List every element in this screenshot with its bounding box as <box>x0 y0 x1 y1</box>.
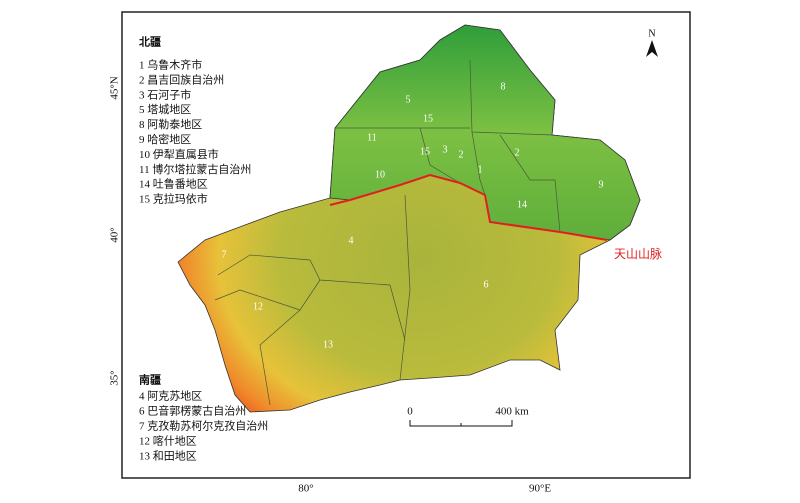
region-label: 15 <box>423 113 433 124</box>
north-arrow <box>646 40 658 57</box>
region-label: 15 <box>420 146 430 157</box>
legend-item: 11 博尔塔拉蒙古自治州 <box>139 162 251 176</box>
legend-item: 9 哈密地区 <box>139 132 191 146</box>
lat-label: 40° <box>109 227 121 242</box>
scale-label: 400 km <box>495 406 529 418</box>
legend-item: 12 喀什地区 <box>139 435 197 448</box>
legend-item: 8 阿勒泰地区 <box>139 117 202 131</box>
legend-item: 1 乌鲁木齐市 <box>139 58 202 72</box>
region-label: 13 <box>323 339 333 350</box>
region-label: 10 <box>375 169 385 180</box>
legend-item: 6 巴音郭楞蒙古自治州 <box>139 404 246 418</box>
north-label: N <box>648 28 655 39</box>
legend-item: 4 阿克苏地区 <box>139 390 202 403</box>
scale-bar <box>409 420 513 427</box>
tianshan-line <box>329 173 608 241</box>
region-label: 2 <box>459 149 464 160</box>
legend-title: 南疆 <box>139 373 161 387</box>
lon-label: 80° <box>298 483 313 495</box>
region-label: 8 <box>501 81 506 92</box>
legend-item: 15 克拉玛依市 <box>139 192 208 206</box>
region-label: 7 <box>222 249 227 260</box>
lon-label: 90°E <box>529 483 551 495</box>
scale-label: 0 <box>407 406 413 418</box>
lat-label: 35° <box>109 370 121 385</box>
region-label: 6 <box>484 279 489 290</box>
mountain-label: 天山山脉 <box>614 246 662 261</box>
legend-item: 2 昌吉回族自治州 <box>139 72 224 86</box>
region-label: 3 <box>443 144 448 155</box>
legend-item: 13 和田地区 <box>139 450 197 463</box>
region-label: 4 <box>349 235 354 246</box>
legend-item: 7 克孜勒苏柯尔克孜自治州 <box>139 419 268 433</box>
region-label: 12 <box>253 301 263 312</box>
region-label: 11 <box>367 132 377 143</box>
legend-item: 3 石河子市 <box>139 87 191 101</box>
lat-label: 45°N <box>109 76 121 99</box>
legend-title: 北疆 <box>139 35 161 49</box>
legend-item: 14 吐鲁番地区 <box>139 177 208 191</box>
legend-item: 10 伊犁直属县市 <box>139 147 219 161</box>
region-borders <box>214 59 561 406</box>
region-label: 2 <box>515 147 520 158</box>
map-frame <box>121 11 691 479</box>
legend-item: 5 塔城地区 <box>139 103 191 116</box>
region-label: 9 <box>599 179 604 190</box>
region-label: 1 <box>478 164 483 175</box>
region-label: 14 <box>517 199 527 210</box>
region-label: 5 <box>406 94 411 105</box>
